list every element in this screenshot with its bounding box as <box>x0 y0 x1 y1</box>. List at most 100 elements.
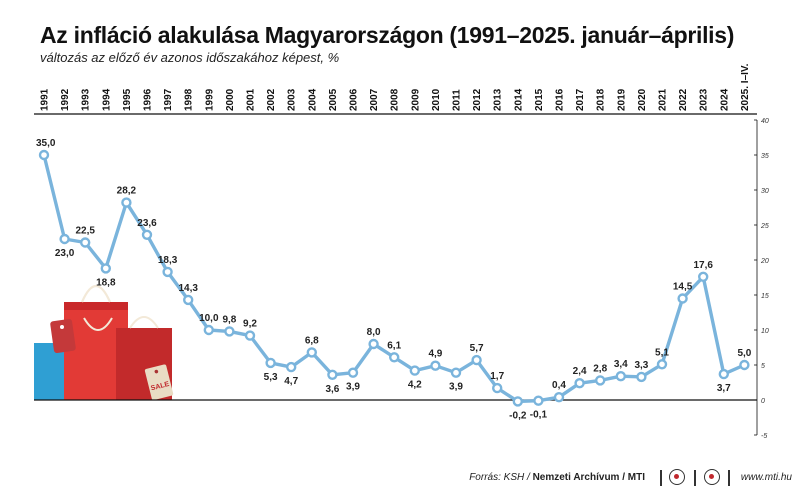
x-tick-label: 2007 <box>369 88 380 111</box>
x-tick-label: 2008 <box>390 88 401 111</box>
y-tick-label: 35 <box>761 153 769 160</box>
data-label: 23,0 <box>55 248 75 259</box>
data-point <box>492 382 503 394</box>
data-point <box>409 365 420 376</box>
data-label: 2,8 <box>593 363 607 374</box>
data-point <box>553 392 565 403</box>
x-tick-label: 1991 <box>40 88 51 111</box>
data-point <box>574 378 585 389</box>
data-point <box>698 271 709 282</box>
data-label: 3,6 <box>325 384 339 395</box>
x-tick-label: 2004 <box>307 88 318 111</box>
x-tick-label: 2021 <box>658 88 669 111</box>
data-label: 5,3 <box>264 372 278 383</box>
data-label: 4,2 <box>408 380 422 391</box>
data-point <box>59 233 70 245</box>
data-point <box>79 237 91 248</box>
x-tick-label: 2005 <box>328 88 339 111</box>
x-tick-label: 2014 <box>513 88 524 111</box>
x-tick-label: 2019 <box>616 88 627 111</box>
data-label: 3,3 <box>634 360 648 371</box>
shopping-bags-icon: SALE <box>34 284 174 401</box>
x-tick-label: 1995 <box>122 88 133 111</box>
data-point <box>224 326 235 337</box>
data-point <box>347 367 359 378</box>
data-point <box>203 324 215 336</box>
data-point <box>121 197 132 208</box>
source-prefix: Forrás: KSH / <box>469 472 533 483</box>
year-tick-labels: 1991 1992 1993 1994 1995 1996 1997 1998 1999 2000… <box>40 63 751 111</box>
data-point <box>636 371 647 383</box>
x-tick-label: 2011 <box>452 89 463 111</box>
data-point <box>389 352 400 363</box>
y-tick-label: 0 <box>761 398 765 405</box>
data-label: 3,9 <box>346 382 360 393</box>
x-tick-label: 2010 <box>431 88 442 111</box>
x-tick-label: 1997 <box>163 88 174 111</box>
data-point <box>595 375 606 386</box>
data-label: 4,7 <box>284 376 298 387</box>
x-tick-label: 2015 <box>534 88 545 111</box>
x-tick-label: 2025. I–IV. <box>740 63 751 111</box>
data-point <box>615 371 626 382</box>
data-point <box>265 357 276 369</box>
data-point <box>471 354 482 366</box>
x-tick-label: 2022 <box>678 88 689 111</box>
data-point <box>38 149 50 161</box>
x-tick-label: 2013 <box>493 88 504 111</box>
data-label: 3,9 <box>449 382 463 393</box>
data-point <box>739 359 750 371</box>
axes: -5 0 5 10 15 20 25 30 35 40 <box>34 113 769 440</box>
data-label: 3,4 <box>614 359 628 370</box>
sale-tag-text: SALE <box>150 381 170 392</box>
data-label: 3,7 <box>717 383 731 394</box>
data-point <box>244 330 256 341</box>
y-tick-label: 5 <box>761 363 765 370</box>
y-tick-label: 10 <box>761 328 769 335</box>
data-point <box>368 338 379 350</box>
website-link[interactable]: www.mti.hu <box>740 472 792 483</box>
data-label: 5,1 <box>655 347 669 358</box>
divider <box>728 470 730 486</box>
data-label: 14,5 <box>673 282 693 293</box>
x-tick-label: 1999 <box>204 88 215 111</box>
y-tick-label: 30 <box>761 188 769 195</box>
x-tick-label: 2009 <box>410 88 421 111</box>
data-labels: 35,0 23,022,5 18,8 28,2 23,6 18,3 14,3 10,0 9,8 9… <box>36 138 752 421</box>
data-point <box>286 361 297 373</box>
data-point <box>430 360 441 371</box>
x-tick-label: 2001 <box>246 88 257 111</box>
chart-subtitle: változás az előző év azonos időszakához … <box>40 50 340 65</box>
data-point <box>141 229 153 241</box>
data-point <box>327 369 338 380</box>
data-label: -0,1 <box>530 410 548 421</box>
x-tick-label: 2017 <box>575 88 586 111</box>
data-point <box>718 368 729 380</box>
data-label: 9,8 <box>222 314 236 325</box>
data-label: 8,0 <box>367 327 381 338</box>
data-markers <box>38 149 750 407</box>
data-label: 6,1 <box>387 340 401 351</box>
data-point <box>533 395 544 406</box>
x-tick-label: 1992 <box>60 88 71 111</box>
data-label: 14,3 <box>178 283 198 294</box>
x-tick-label: 2024 <box>719 88 730 111</box>
x-tick-label: 1996 <box>143 88 154 111</box>
data-label: 22,5 <box>75 226 95 237</box>
divider <box>694 470 696 486</box>
data-label: 28,2 <box>117 186 137 197</box>
x-tick-label: 2012 <box>472 88 483 111</box>
x-tick-label: 2000 <box>225 88 236 111</box>
data-label: 2,4 <box>573 366 587 377</box>
mti-logo-icon <box>669 469 685 485</box>
data-label: 35,0 <box>36 138 56 149</box>
source-credit: Nemzeti Archívum / MTI <box>532 472 645 483</box>
data-label: 5,7 <box>470 343 484 354</box>
source-note: Forrás: KSH / Nemzeti Archívum / MTI <box>469 472 645 483</box>
y-tick-label: 20 <box>760 258 769 265</box>
data-label: 0,4 <box>552 380 566 391</box>
data-label: 17,6 <box>693 260 713 271</box>
x-tick-label: 2003 <box>287 88 298 111</box>
x-tick-label: 2020 <box>637 88 648 111</box>
